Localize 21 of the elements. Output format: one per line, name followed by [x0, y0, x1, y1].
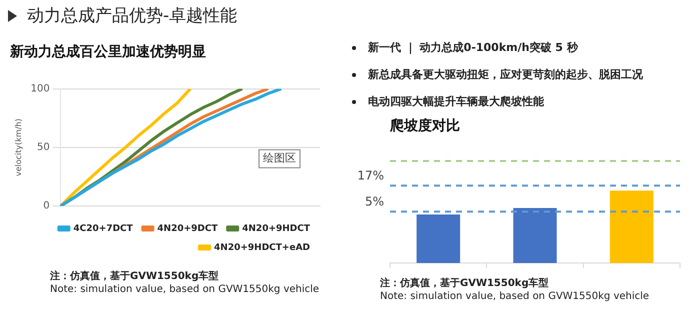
text: 新总成具备更大驱动扭矩，应对更苛刻的起步、脱困工况	[368, 68, 643, 81]
text: 注：仿真值，基于GVW1550kg车型	[380, 277, 550, 290]
legend-label: 4N20+9HDCT	[242, 224, 311, 234]
text: 动力总成产品优势-卓越性能	[27, 5, 238, 27]
text: 5%	[364, 194, 384, 209]
annotation: 绘图区	[263, 152, 296, 165]
chart-title: 爬坡度对比	[389, 117, 460, 134]
text: Note: simulation value, based on GVW1550kg vehicle	[380, 290, 650, 303]
y-tick-label: 0	[43, 200, 50, 212]
y-axis-title: velocity(km/h)	[14, 118, 23, 176]
chart-title: 新动力总成百公里加速优势明显	[9, 43, 206, 60]
text: 注：仿真值，基于GVW1550kg车型	[50, 270, 220, 283]
legend-label: 4C20+7DCT	[73, 224, 134, 234]
text: 新一代 ｜ 动力总成0-100km/h突破 5 秒	[368, 41, 578, 54]
text: 17%	[357, 168, 384, 183]
legend-label: 4N20+9HDCT+eAD	[214, 242, 310, 253]
text: 电动四驱大幅提升车辆最大爬坡性能	[368, 95, 544, 108]
text: Note: simulation value, based on GVW1550kg vehicle	[50, 283, 320, 296]
y-tick-label: 100	[30, 83, 50, 94]
y-tick-label: 50	[36, 142, 50, 153]
legend-label: 4N20+9DCT	[157, 224, 218, 234]
